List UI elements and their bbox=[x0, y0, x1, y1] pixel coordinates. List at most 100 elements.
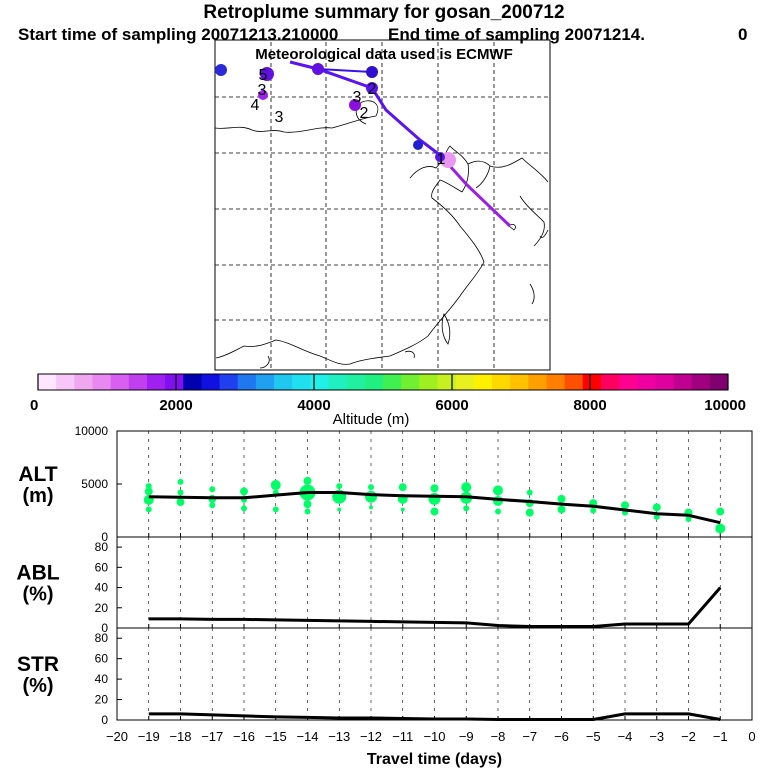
scatter-point bbox=[241, 505, 247, 512]
scatter-point bbox=[177, 478, 184, 485]
met-data-text: Meteorological data used is ECMWF bbox=[255, 46, 513, 63]
x-tick-label: −17 bbox=[201, 729, 223, 744]
scatter-point bbox=[303, 500, 312, 509]
scatter-point bbox=[495, 508, 501, 515]
scatter-point bbox=[144, 487, 153, 496]
colorbar-swatch bbox=[74, 374, 93, 390]
x-tick-label: −15 bbox=[265, 729, 287, 744]
time-series-panels: 0500010000ALT(m)020406080ABL(%)020406080… bbox=[16, 424, 755, 768]
scatter-point bbox=[398, 483, 407, 492]
panel-frame bbox=[116, 627, 753, 721]
x-tick-label: −13 bbox=[328, 729, 350, 744]
colorbar-swatch bbox=[510, 374, 529, 390]
colorbar-swatch bbox=[546, 374, 565, 390]
scatter-point bbox=[145, 506, 152, 513]
colorbar-swatch bbox=[364, 374, 384, 390]
map-day-label: 4 bbox=[251, 97, 260, 114]
y-tick-label: 80 bbox=[95, 540, 109, 554]
colorbar-swatch bbox=[346, 374, 366, 390]
scatter-point bbox=[685, 515, 692, 522]
plume-marker bbox=[366, 66, 378, 78]
colorbar-swatch bbox=[165, 374, 184, 390]
colorbar-swatch bbox=[564, 374, 584, 390]
x-tick-label: −12 bbox=[360, 729, 382, 744]
panel-ylabel: STR bbox=[17, 653, 59, 676]
colorbar-swatch bbox=[38, 374, 57, 390]
x-tick-label: −8 bbox=[491, 729, 506, 744]
y-tick-label: 20 bbox=[95, 693, 109, 707]
end-sampling-text: End time of sampling 20071214. bbox=[388, 25, 645, 44]
x-tick-label: −14 bbox=[296, 729, 318, 744]
colorbar-swatch bbox=[328, 374, 348, 390]
series-line bbox=[148, 586, 722, 628]
y-tick-label: 10000 bbox=[75, 424, 109, 438]
panel-alt: 0 5000 10000 ALT(m) bbox=[18, 424, 753, 544]
start-sampling-text: Start time of sampling 20071213.210000 bbox=[18, 25, 339, 44]
plume-marker bbox=[260, 67, 274, 81]
y-tick-label: 5000 bbox=[81, 477, 108, 491]
colorbar-swatch bbox=[146, 374, 166, 390]
scatter-point bbox=[365, 490, 377, 503]
scatter-point bbox=[525, 508, 534, 517]
y-tick-label: 40 bbox=[95, 581, 109, 595]
panel-ylabel-unit: (%) bbox=[22, 584, 53, 606]
end-sampling-suffix: 0 bbox=[738, 25, 748, 44]
scatter-point bbox=[590, 507, 597, 514]
plume-marker bbox=[366, 82, 378, 94]
x-tick-label: −19 bbox=[138, 729, 160, 744]
scatter-point bbox=[209, 486, 216, 493]
x-tick-label: −1 bbox=[713, 729, 728, 744]
panel-ylabel-unit: (%) bbox=[22, 675, 53, 697]
scatter-point bbox=[240, 487, 248, 496]
map-day-label: 5 bbox=[259, 67, 268, 84]
colorbar-swatch bbox=[455, 374, 475, 390]
x-tick-label: −16 bbox=[233, 729, 255, 744]
colorbar-swatch bbox=[92, 374, 112, 390]
colorbar-swatch bbox=[183, 374, 202, 390]
scatter-point bbox=[526, 489, 533, 496]
colorbar-swatch bbox=[655, 374, 674, 390]
map-day-label: 3 bbox=[353, 89, 362, 106]
colorbar-swatch bbox=[128, 374, 148, 390]
colorbar-swatch bbox=[600, 374, 620, 390]
x-tick-label: −7 bbox=[522, 729, 537, 744]
x-tick-label: −4 bbox=[618, 729, 633, 744]
colorbar-swatch bbox=[491, 374, 511, 390]
map-frame bbox=[214, 39, 551, 371]
colorbar-swatch bbox=[582, 374, 602, 390]
colorbar-swatch bbox=[619, 374, 638, 390]
scatter-point bbox=[145, 483, 152, 490]
coastlines bbox=[214, 100, 549, 369]
colorbar-swatch bbox=[292, 374, 311, 390]
map-day-label: 3 bbox=[275, 109, 284, 126]
series-line bbox=[148, 712, 721, 721]
colorbar-swatch bbox=[310, 374, 329, 390]
colorbar-swatch bbox=[201, 374, 220, 390]
colorbar-swatch bbox=[56, 374, 75, 390]
map-graticule bbox=[215, 42, 550, 370]
map-day-label: 2 bbox=[368, 81, 377, 98]
map-day-label: 1 bbox=[437, 151, 446, 168]
y-tick-label: 60 bbox=[95, 560, 109, 574]
colorbar-label: Altitude (m) bbox=[333, 411, 410, 428]
x-tick-label: −20 bbox=[106, 729, 128, 744]
x-tick-label: −2 bbox=[681, 729, 696, 744]
scatter-point bbox=[337, 507, 342, 512]
scatter-point bbox=[430, 507, 439, 516]
scatter-point bbox=[303, 476, 312, 485]
colorbar-swatch bbox=[274, 374, 293, 390]
scatter-point bbox=[400, 507, 405, 512]
scatter-point bbox=[493, 485, 503, 496]
colorbar-swatch bbox=[237, 374, 257, 390]
colorbar-swatch bbox=[401, 374, 420, 390]
plume-marker bbox=[413, 140, 423, 150]
y-tick-label: 40 bbox=[95, 672, 109, 686]
colorbar-swatch bbox=[437, 374, 457, 390]
y-tick-label: 0 bbox=[101, 530, 108, 544]
colorbar-tick-label: 8000 bbox=[573, 397, 606, 414]
scatter-point bbox=[621, 501, 629, 510]
scatter-point bbox=[176, 498, 185, 507]
